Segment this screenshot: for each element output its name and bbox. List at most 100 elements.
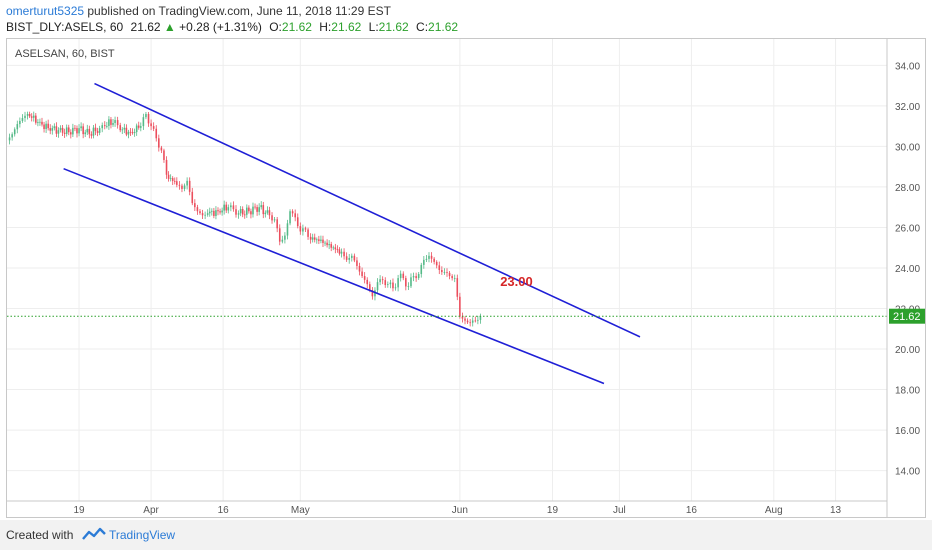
candle-body — [443, 272, 446, 273]
tradingview-logo-icon[interactable] — [82, 527, 106, 541]
candle-body — [32, 115, 35, 118]
candle-body — [397, 278, 399, 288]
candle-body — [129, 131, 132, 133]
candle-body — [167, 174, 170, 179]
candle-body — [131, 132, 134, 134]
candle-body — [90, 134, 93, 136]
candle-body — [271, 215, 273, 221]
candle-body — [334, 247, 337, 250]
candle-body — [57, 130, 60, 134]
time-axis[interactable]: 19 Apr 16 May Jun 19 Jul 16 Aug 13 — [73, 505, 841, 516]
price-axis[interactable]: 14.0016.0018.0020.0022.0024.0026.0028.00… — [895, 61, 920, 477]
candle-body — [211, 210, 213, 212]
price-tick-label: 18.00 — [895, 386, 920, 397]
candle-body — [278, 228, 281, 242]
candle-body — [338, 249, 341, 254]
candle-body — [299, 226, 302, 232]
candle-body — [474, 320, 477, 322]
candle-body — [479, 316, 482, 320]
candle-body — [266, 210, 269, 213]
last-price-tag: 21.62 — [889, 308, 925, 324]
candle-body — [11, 134, 13, 138]
candle-body — [322, 239, 324, 243]
candle-body — [332, 247, 335, 249]
candle-body — [108, 119, 110, 126]
candle-body — [155, 128, 158, 139]
footer: Created with TradingView — [0, 520, 932, 550]
last-price: 21.62 — [130, 20, 161, 34]
candle-body — [152, 126, 155, 129]
candle-body — [112, 123, 114, 125]
candle-body — [101, 125, 104, 129]
candle-body — [63, 132, 66, 134]
candle-body — [369, 284, 371, 291]
candle-body — [262, 205, 265, 215]
candle-body — [24, 115, 26, 119]
candle-body — [145, 113, 147, 118]
candle-body — [281, 239, 284, 242]
candle-body — [225, 204, 228, 211]
candle-body — [35, 115, 37, 123]
candle-body — [415, 276, 417, 279]
candle-body — [53, 126, 56, 129]
chart-frame[interactable]: 23.00 ASELSAN, 60, BIST 14.00 16.00 18.00 2… — [6, 38, 926, 518]
candle-body — [237, 213, 240, 215]
candle-body — [239, 209, 242, 214]
candle-body — [250, 211, 252, 215]
candle-body — [123, 127, 126, 130]
candle-body — [425, 258, 428, 260]
price-tick-label: 34.00 — [895, 61, 920, 72]
candle-body — [221, 210, 223, 213]
published-text: published on TradingView.com, June 11, 2… — [84, 4, 391, 18]
candle-body — [459, 296, 461, 317]
candle-body — [201, 213, 204, 216]
candle-body — [55, 126, 58, 134]
candle-body — [41, 121, 43, 125]
time-tick-label: May — [291, 505, 310, 516]
time-tick-label: Jun — [452, 505, 468, 516]
candle-body — [307, 229, 309, 237]
time-tick-label: Aug — [765, 505, 783, 516]
candle-body — [67, 127, 70, 133]
candle-body — [438, 265, 441, 270]
candle-body — [433, 258, 435, 262]
tradingview-brand-link[interactable]: TradingView — [109, 528, 176, 542]
candle-body — [423, 259, 425, 265]
candle-body — [286, 223, 289, 236]
candle-body — [441, 270, 443, 273]
candle-body — [196, 207, 199, 212]
candle-body — [448, 272, 451, 277]
candle-body — [223, 204, 225, 211]
candle-body — [340, 251, 343, 254]
candle-body — [451, 276, 453, 279]
candle-body — [127, 131, 130, 135]
candle-body — [258, 207, 260, 212]
candle-body — [248, 207, 250, 212]
candle-body — [199, 211, 201, 214]
candle-body — [318, 239, 320, 241]
candle-body — [428, 255, 430, 259]
candle-body — [191, 191, 194, 204]
candle-body — [59, 127, 62, 131]
candle-body — [384, 280, 387, 286]
candle-body — [176, 181, 178, 185]
candle-body — [235, 209, 237, 215]
candle-body — [311, 237, 314, 240]
candle-body — [389, 282, 392, 285]
candle-body — [363, 276, 366, 280]
candle-body — [116, 120, 119, 126]
candle-body — [86, 128, 89, 133]
candle-body — [353, 255, 356, 261]
candle-body — [169, 178, 172, 179]
publisher-link[interactable]: omerturut5325 — [6, 4, 85, 18]
price-chart[interactable]: 23.00 ASELSAN, 60, BIST 14.00 16.00 18.00 2… — [7, 39, 925, 517]
candle-body — [230, 205, 232, 208]
candle-body — [140, 126, 142, 128]
candle-body — [96, 131, 99, 133]
candle-body — [178, 184, 181, 186]
candle-body — [246, 207, 248, 215]
candle-body — [316, 239, 318, 241]
candle-body — [19, 120, 21, 125]
candle-body — [114, 120, 116, 124]
candle-body — [291, 211, 294, 214]
